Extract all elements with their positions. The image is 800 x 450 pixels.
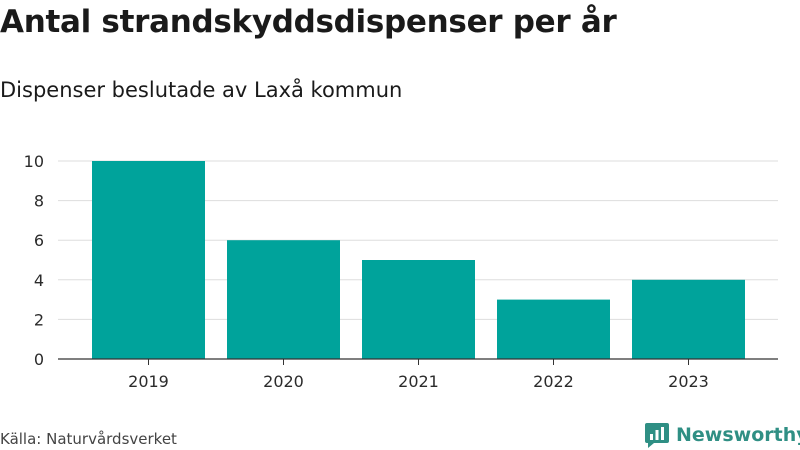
- newsworthy-logo-icon: [645, 423, 669, 448]
- y-tick-label-4: 4: [34, 271, 44, 290]
- bar-2023[interactable]: [632, 279, 745, 359]
- chart-subtitle: Dispenser beslutade av Laxå kommun: [0, 78, 403, 102]
- newsworthy-brand[interactable]: Newsworthy: [644, 420, 800, 450]
- bar-2019[interactable]: [92, 161, 205, 359]
- y-axis-ticks: 0 2 4 6 8 10: [24, 152, 44, 369]
- brand-name: Newsworthy: [676, 424, 800, 446]
- y-tick-label-0: 0: [34, 350, 44, 369]
- y-tick-label-10: 10: [24, 152, 44, 171]
- x-tick-label-2021: 2021: [398, 372, 439, 391]
- y-tick-label-6: 6: [34, 231, 44, 250]
- y-tick-label-8: 8: [34, 192, 44, 211]
- bar-chart: 0 2 4 6 8 10 2019 2020 2021 2022 2023: [24, 152, 778, 391]
- chart-title: Antal strandskyddsdispenser per år: [0, 4, 617, 40]
- x-tick-label-2020: 2020: [263, 372, 304, 391]
- bars: [92, 161, 745, 359]
- bar-2020[interactable]: [227, 240, 340, 359]
- x-tick-label-2019: 2019: [128, 372, 169, 391]
- x-tick-label-2023: 2023: [668, 372, 709, 391]
- x-tick-label-2022: 2022: [533, 372, 574, 391]
- bar-2022[interactable]: [497, 299, 610, 359]
- bar-2021[interactable]: [362, 260, 475, 359]
- x-axis-ticks: 2019 2020 2021 2022 2023: [58, 358, 778, 391]
- y-tick-label-2: 2: [34, 310, 44, 329]
- source-note: Källa: Naturvårdsverket: [0, 430, 177, 448]
